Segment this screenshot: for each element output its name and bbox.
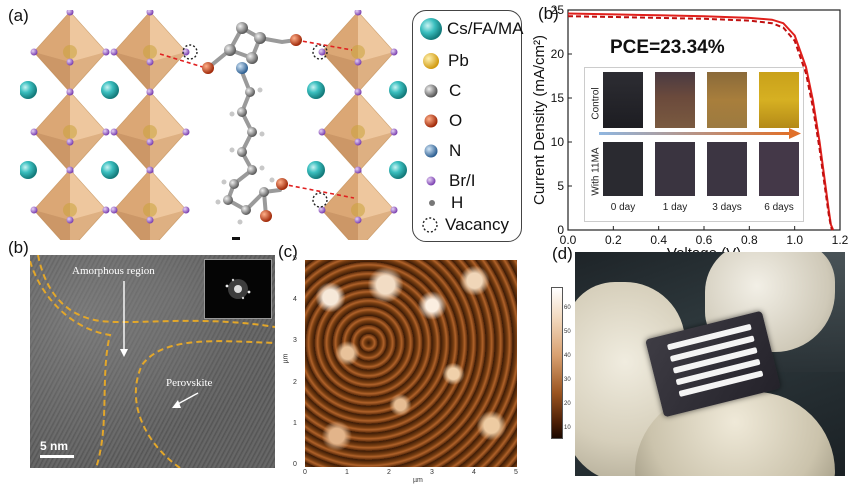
x-tick-label: 0.6 bbox=[696, 233, 713, 247]
time-arrow-icon bbox=[599, 128, 801, 139]
panel-label-c: (c) bbox=[278, 242, 298, 261]
afm-x-tick-4: 4 bbox=[472, 469, 476, 476]
legend-item-n: N bbox=[423, 141, 461, 161]
legend-item-o: O bbox=[423, 111, 462, 131]
afm-x-tick-5: 5 bbox=[514, 469, 518, 476]
x-tick-label: 0.8 bbox=[741, 233, 758, 247]
panel-label-b: (b) bbox=[538, 4, 559, 23]
row-label-control: Control bbox=[590, 87, 602, 120]
x-tick-label: 1.2 bbox=[832, 233, 849, 247]
legend-item-br-i: Br/I bbox=[425, 171, 475, 191]
film-11ma-1-day bbox=[655, 142, 695, 196]
afm-y-tick-2: 2 bbox=[293, 379, 297, 386]
y-tick-label: 10 bbox=[551, 135, 565, 149]
afm-y-tick-3: 3 bbox=[293, 337, 297, 344]
tem-image: Amorphous region Perovskite 5 nm bbox=[30, 255, 275, 468]
oxygen-sphere-icon bbox=[424, 114, 438, 128]
colorbar-tick-40: 40 bbox=[564, 353, 571, 359]
y-tick-label: 0 bbox=[557, 223, 564, 237]
y-tick-label: 20 bbox=[551, 47, 565, 61]
x-tick-label: 0.4 bbox=[650, 233, 667, 247]
film-control-6-days bbox=[759, 72, 799, 128]
colorbar-tick-50: 50 bbox=[564, 329, 571, 335]
film-control-0-day bbox=[603, 72, 643, 128]
afm-y-tick-4: 4 bbox=[293, 296, 297, 303]
pb-sphere-icon bbox=[423, 53, 439, 69]
stability-photo-inset: Control With 11MA 0 day 1 day 3 days 6 d… bbox=[584, 67, 804, 222]
y-tick-label: 25 bbox=[551, 3, 565, 17]
legend-item-cs-fa-ma: Cs/FA/MA bbox=[419, 17, 524, 41]
jv-series-dashed bbox=[567, 15, 834, 231]
panel-label-d: (d) bbox=[552, 244, 573, 263]
day-label-6: 6 days bbox=[764, 202, 794, 213]
day-label-1: 1 day bbox=[662, 202, 688, 213]
vacancy-circle-icon bbox=[422, 217, 438, 233]
afm-colorbar bbox=[551, 287, 563, 439]
perovskite-structure-illustration bbox=[20, 10, 407, 240]
film-11ma-6-days bbox=[759, 142, 799, 196]
afm-x-tick-1: 1 bbox=[345, 469, 349, 476]
y-axis-label: Current Density (mA/cm²) bbox=[531, 35, 548, 205]
film-control-3-days bbox=[707, 72, 747, 128]
afm-x-unit: µm bbox=[413, 477, 423, 484]
afm-y-tick-1: 1 bbox=[293, 420, 297, 427]
day-label-3: 3 days bbox=[712, 202, 742, 213]
colorbar-tick-20: 20 bbox=[564, 401, 571, 407]
afm-x-tick-3: 3 bbox=[430, 469, 434, 476]
colorbar-tick-30: 30 bbox=[564, 377, 571, 383]
afm-x-tick-2: 2 bbox=[387, 469, 391, 476]
afm-y-tick-0: 0 bbox=[293, 461, 297, 468]
afm-y-tick-5: 5 bbox=[293, 255, 297, 262]
afm-y-unit: µm bbox=[282, 353, 290, 364]
film-11ma-3-days bbox=[707, 142, 747, 196]
grain-boundary-outline bbox=[30, 255, 275, 468]
afm-panel: 5 4 3 2 1 0 µm 0 1 2 3 4 5 µm 60 50 40 3… bbox=[282, 255, 571, 485]
halide-sphere-icon bbox=[426, 176, 436, 186]
hydrogen-dot-icon bbox=[429, 200, 435, 206]
colorbar-tick-10: 10 bbox=[564, 425, 571, 431]
colorbar-tick-60: 60 bbox=[564, 305, 571, 311]
device-photo bbox=[575, 252, 845, 476]
day-label-0: 0 day bbox=[610, 202, 636, 213]
pce-annotation: PCE=23.34% bbox=[610, 37, 725, 58]
fft-inset bbox=[204, 259, 272, 319]
film-control-1-day bbox=[655, 72, 695, 128]
x-tick-label: 1.0 bbox=[786, 233, 803, 247]
legend-item-c: C bbox=[423, 81, 461, 101]
film-11ma-0-day bbox=[603, 142, 643, 196]
afm-x-tick-0: 0 bbox=[303, 469, 307, 476]
scale-bar-label: 5 nm bbox=[40, 439, 69, 453]
y-tick-label: 5 bbox=[557, 179, 564, 193]
legend-item-h: H bbox=[427, 193, 463, 213]
x-tick-label: 0.2 bbox=[605, 233, 622, 247]
carbon-sphere-icon bbox=[424, 84, 438, 98]
x-tick-label: 0.0 bbox=[560, 233, 577, 247]
structure-legend: Cs/FA/MA Pb C O N Br/I H Vacancy bbox=[412, 10, 524, 242]
perovskite-label: Perovskite bbox=[166, 377, 213, 389]
afm-height-map bbox=[305, 260, 517, 467]
legend-item-pb: Pb bbox=[422, 51, 469, 71]
panel-label-tem: (b) bbox=[8, 238, 29, 257]
amorphous-region-label: Amorphous region bbox=[72, 265, 155, 277]
legend-item-vacancy: Vacancy bbox=[421, 215, 509, 235]
nitrogen-sphere-icon bbox=[424, 144, 438, 158]
cation-sphere-icon bbox=[420, 18, 442, 40]
fft-pattern bbox=[225, 278, 251, 300]
y-tick-label: 15 bbox=[551, 91, 565, 105]
row-label-with-11ma: With 11MA bbox=[590, 147, 602, 196]
panel-label-a: (a) bbox=[8, 6, 29, 25]
